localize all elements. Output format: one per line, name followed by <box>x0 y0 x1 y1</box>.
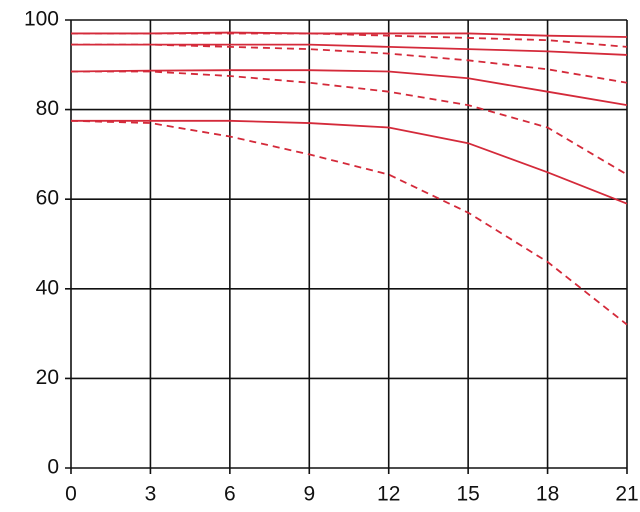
x-tick-label: 6 <box>224 483 236 506</box>
x-tick-label: 21 <box>615 483 638 506</box>
x-tick-label: 3 <box>145 483 157 506</box>
y-tick-label: 80 <box>36 97 59 120</box>
x-tick-label: 15 <box>456 483 479 506</box>
series-line <box>71 119 628 205</box>
series-line <box>70 69 628 107</box>
x-tick-label: 0 <box>65 483 77 506</box>
series-line <box>71 32 628 48</box>
series-line <box>71 43 628 56</box>
series-line <box>71 70 628 176</box>
series-line <box>70 119 628 326</box>
x-tick-label: 18 <box>536 483 559 506</box>
x-tick-label: 12 <box>377 483 400 506</box>
y-tick-label: 40 <box>36 276 59 299</box>
y-tick-label: 0 <box>47 456 59 479</box>
series-line <box>71 43 628 84</box>
y-tick-label: 20 <box>36 366 59 389</box>
x-tick-label: 9 <box>303 483 315 506</box>
y-tick-label: 60 <box>36 187 59 210</box>
series-line <box>71 31 628 38</box>
y-tick-label: 100 <box>24 8 59 31</box>
